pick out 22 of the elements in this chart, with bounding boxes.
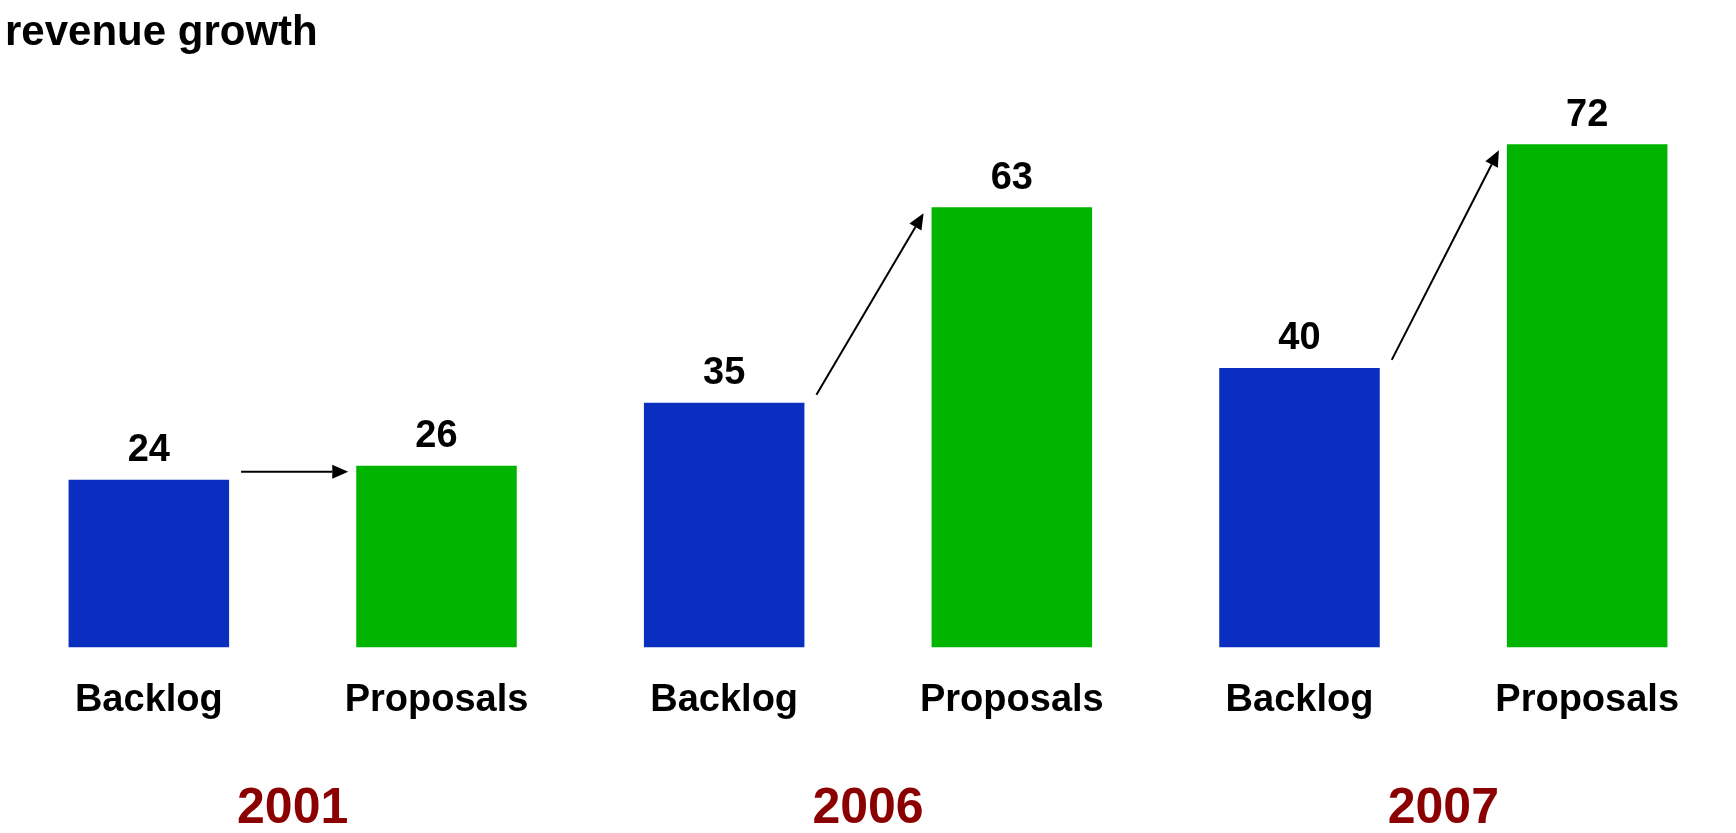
data-label: 35: [703, 350, 746, 393]
data-label: 24: [127, 427, 170, 470]
data-label: 63: [990, 154, 1033, 197]
data-label: 72: [1566, 91, 1609, 134]
text: 2001: [237, 778, 349, 833]
bar: [931, 207, 1093, 648]
x-tick-label: Proposals: [919, 676, 1104, 719]
x-tick-label: Proposals: [344, 676, 529, 719]
chart-title: revenue growth: [5, 6, 318, 54]
x-tick-label: Backlog: [74, 676, 223, 719]
text: 2007: [1387, 778, 1499, 833]
text: 2006: [812, 778, 924, 833]
bar: [68, 479, 230, 648]
x-tick-label: Proposals: [1495, 676, 1680, 719]
data-label: 26: [415, 413, 458, 456]
bar: [1219, 367, 1380, 648]
data-label: 40: [1278, 315, 1321, 358]
x-tick-label: Backlog: [650, 676, 799, 719]
bar: [356, 465, 517, 648]
bar: [1506, 144, 1668, 648]
x-tick-label: Backlog: [1225, 676, 1374, 719]
bar: [643, 402, 805, 648]
